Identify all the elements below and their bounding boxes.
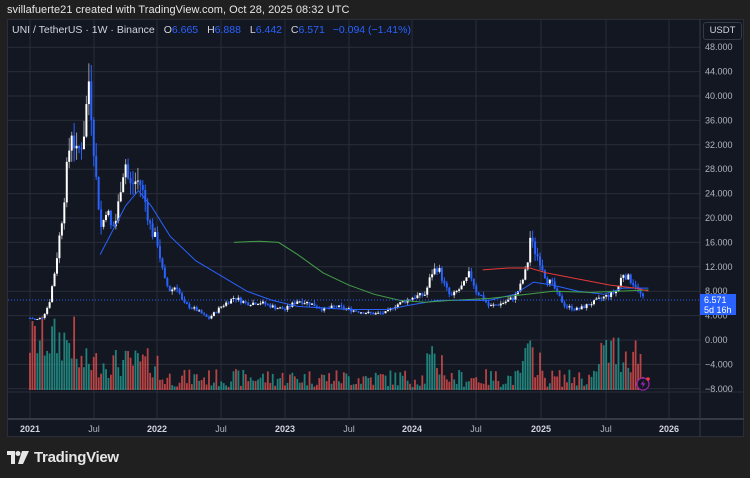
moving-averages — [99, 189, 649, 310]
high-value: 6.888 — [214, 24, 241, 36]
low-value: 6.442 — [255, 24, 282, 36]
time-tick: 2021 — [20, 424, 40, 434]
currency-unit-button[interactable]: USDT — [703, 22, 742, 40]
moving-average-line — [482, 267, 649, 292]
time-tick: 2024 — [402, 424, 422, 434]
last-price-label: 6.571 5d 16h — [700, 294, 736, 315]
tradingview-logo[interactable]: TradingView — [7, 449, 119, 466]
bar-countdown: 5d 16h — [704, 305, 732, 315]
price-tick: 12.000 — [705, 262, 733, 272]
price-tick: 44.000 — [705, 67, 733, 77]
price-tick: 16.000 — [705, 237, 733, 247]
price-tick: 32.000 — [705, 140, 733, 150]
price-tick: 0.000 — [705, 335, 728, 345]
price-tick: −4.000 — [705, 359, 733, 369]
time-tick: 2025 — [531, 424, 551, 434]
brand-name: TradingView — [34, 449, 119, 466]
price-tick: 4.000 — [705, 311, 728, 321]
candles — [29, 63, 644, 321]
price-tick: 36.000 — [705, 115, 733, 125]
symbol-legend[interactable]: UNI / TetherUS · 1W · Binance O6.665 H6.… — [12, 24, 411, 36]
price-tick: 8.000 — [705, 286, 728, 296]
symbol-title[interactable]: UNI / TetherUS · 1W · Binance — [12, 24, 155, 36]
time-tick: Jul — [470, 424, 482, 434]
time-tick: 2026 — [659, 424, 679, 434]
tradingview-logo-icon — [7, 451, 29, 464]
close-value: 6.571 — [298, 24, 325, 36]
price-axis[interactable]: 48.000 44.000 40.000 36.000 32.000 28.000 24.0… — [705, 42, 733, 394]
volume-bars — [29, 316, 644, 390]
price-tick: 24.000 — [705, 189, 733, 199]
moving-average-line — [99, 189, 649, 310]
grid-lines — [8, 19, 700, 419]
price-tick: 48.000 — [705, 42, 733, 52]
change-value: −0.094 (−1.41%) — [332, 24, 411, 36]
time-tick: 2022 — [147, 424, 167, 434]
price-tick: 40.000 — [705, 91, 733, 101]
moving-average-line — [233, 240, 649, 303]
open-value: 6.665 — [171, 24, 199, 36]
price-tick: 28.000 — [705, 164, 733, 174]
chart-caption: svillafuerte21 created with TradingView.… — [7, 4, 350, 16]
time-tick: Jul — [88, 424, 100, 434]
time-tick: 2023 — [275, 424, 295, 434]
price-tick: −8.000 — [705, 384, 733, 394]
price-tick: 20.000 — [705, 213, 733, 223]
time-tick: Jul — [600, 424, 612, 434]
time-axis[interactable]: 2021 Jul 2022 Jul 2023 Jul 2024 Jul 2025 Jul 2026 — [20, 424, 679, 434]
alert-icon[interactable] — [636, 377, 650, 391]
time-tick: Jul — [215, 424, 227, 434]
time-tick: Jul — [343, 424, 355, 434]
last-price-value: 6.571 — [704, 295, 727, 305]
